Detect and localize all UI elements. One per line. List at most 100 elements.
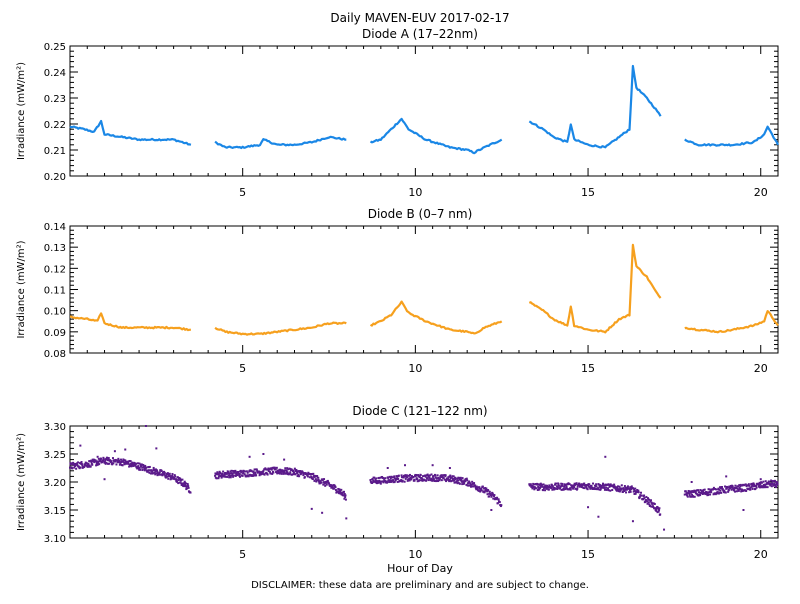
data-point — [466, 479, 469, 482]
data-point — [294, 473, 297, 476]
data-point — [231, 472, 234, 475]
data-point — [120, 458, 123, 461]
data-point — [699, 494, 702, 497]
outlier-point — [431, 464, 434, 467]
data-point — [446, 477, 449, 480]
data-point — [320, 481, 323, 484]
data-point — [459, 476, 462, 479]
data-point — [488, 495, 491, 498]
data-point — [616, 485, 619, 488]
data-point — [572, 484, 575, 487]
series-a-segment-1 — [69, 119, 192, 146]
data-point — [487, 489, 490, 492]
data-point — [543, 485, 546, 488]
data-point — [107, 457, 110, 460]
data-point — [303, 476, 306, 479]
data-point — [692, 495, 695, 498]
data-point — [428, 474, 431, 477]
data-point — [184, 482, 187, 485]
data-point — [382, 477, 385, 480]
data-point — [434, 474, 437, 477]
data-point — [217, 477, 220, 480]
data-point — [773, 479, 776, 482]
data-point — [541, 485, 544, 488]
outlier-point — [597, 515, 600, 518]
data-point — [600, 484, 603, 487]
data-point — [276, 472, 279, 475]
data-point — [317, 478, 320, 481]
data-point — [444, 474, 447, 477]
data-point — [139, 468, 142, 471]
data-point — [137, 465, 140, 468]
data-point — [392, 476, 395, 479]
data-point — [273, 466, 276, 469]
data-point — [338, 488, 341, 491]
data-point — [576, 487, 579, 490]
data-point — [592, 482, 595, 485]
data-point — [614, 486, 617, 489]
data-point — [280, 472, 283, 475]
data-point — [265, 468, 268, 471]
data-point — [733, 486, 736, 489]
data-point — [534, 486, 537, 489]
data-point — [117, 457, 120, 460]
series-c-segment-4 — [528, 482, 662, 516]
data-point — [184, 483, 187, 486]
data-point — [555, 482, 558, 485]
data-point — [145, 466, 148, 469]
data-point — [130, 465, 133, 468]
data-point — [138, 468, 141, 471]
data-point — [427, 479, 430, 482]
data-point — [712, 486, 715, 489]
data-point — [747, 488, 750, 491]
data-point — [437, 480, 440, 483]
data-point — [557, 483, 560, 486]
data-point — [698, 491, 701, 494]
y-tick-label-c: 3.20 — [44, 478, 66, 489]
data-point — [730, 488, 733, 491]
data-point — [343, 497, 346, 500]
data-point — [602, 483, 605, 486]
data-point — [701, 492, 704, 495]
data-point — [341, 492, 344, 495]
data-point — [164, 476, 167, 479]
data-point — [550, 487, 553, 490]
data-point — [131, 461, 134, 464]
data-point — [268, 468, 271, 471]
data-point — [637, 489, 640, 492]
data-point — [714, 487, 717, 490]
data-point — [86, 465, 89, 468]
data-point — [649, 500, 652, 503]
data-point — [724, 491, 727, 494]
data-point — [690, 495, 693, 498]
data-point — [339, 492, 342, 495]
data-point — [176, 476, 179, 479]
data-point — [454, 476, 457, 479]
data-point — [388, 475, 391, 478]
data-point — [387, 479, 390, 482]
data-point — [537, 486, 540, 489]
outlier-point — [404, 464, 407, 467]
data-point — [727, 490, 730, 493]
data-point — [733, 488, 736, 491]
data-point — [75, 467, 78, 470]
data-point — [342, 494, 345, 497]
data-point — [531, 485, 534, 488]
data-point — [255, 468, 258, 471]
data-point — [642, 498, 645, 501]
data-point — [623, 485, 626, 488]
data-point — [605, 486, 608, 489]
data-point — [397, 474, 400, 477]
data-point — [326, 479, 329, 482]
data-point — [566, 488, 569, 491]
data-point — [594, 488, 597, 491]
data-point — [467, 484, 470, 487]
data-point — [378, 476, 381, 479]
data-point — [258, 474, 261, 477]
data-point — [448, 480, 451, 483]
data-point — [480, 489, 483, 492]
series-c-outliers — [79, 425, 762, 531]
data-point — [495, 498, 498, 501]
panel-a-title: Diode A (17–22nm) — [362, 27, 478, 41]
